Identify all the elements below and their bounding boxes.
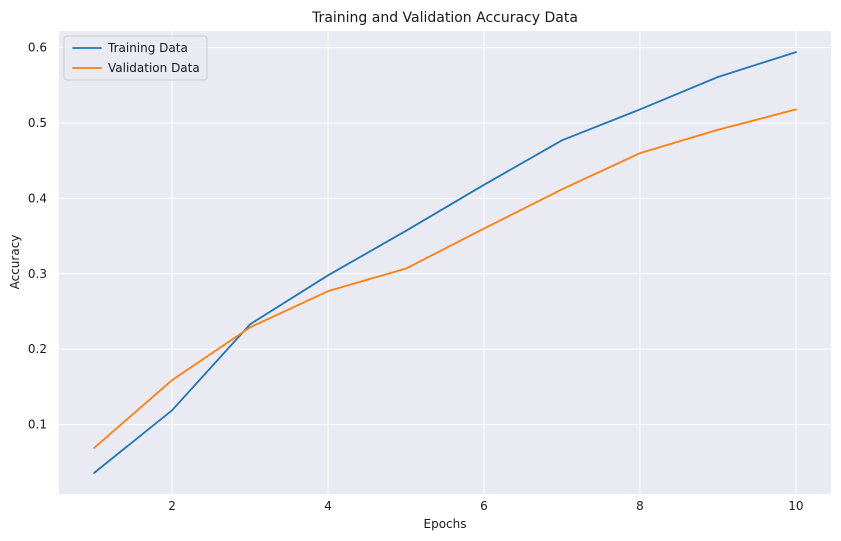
y-tick-label: 0.6 (28, 41, 47, 55)
legend-label-training-data: Training Data (107, 41, 188, 55)
plot-area (59, 31, 831, 494)
chart-title: Training and Validation Accuracy Data (311, 10, 578, 26)
training-data-line (93, 51, 797, 474)
y-axis-label: Accuracy (8, 235, 22, 290)
vertical-gridlines (171, 31, 797, 494)
validation-data-line (93, 108, 797, 449)
x-tick-label: 8 (636, 499, 644, 513)
legend-label-validation-data: Validation Data (108, 61, 200, 75)
y-tick-label: 0.5 (28, 116, 47, 130)
y-tick-label: 0.4 (28, 191, 47, 205)
y-tick-label: 0.1 (28, 418, 47, 432)
legend-box (63, 35, 208, 81)
x-tick-label: 2 (168, 499, 176, 513)
x-tick-label: 6 (480, 499, 488, 513)
x-axis-label: Epochs (424, 517, 467, 531)
y-axis-ticks: 0.1 0.2 0.3 0.4 0.5 0.6 (28, 41, 47, 432)
x-tick-label: 4 (324, 499, 332, 513)
series-layer (93, 51, 797, 474)
x-tick-label: 10 (788, 499, 803, 513)
y-tick-label: 0.3 (28, 267, 47, 281)
x-axis-ticks: 2 4 6 8 10 (168, 499, 803, 513)
y-tick-label: 0.2 (28, 342, 47, 356)
legend: Training Data Validation Data (63, 35, 208, 81)
